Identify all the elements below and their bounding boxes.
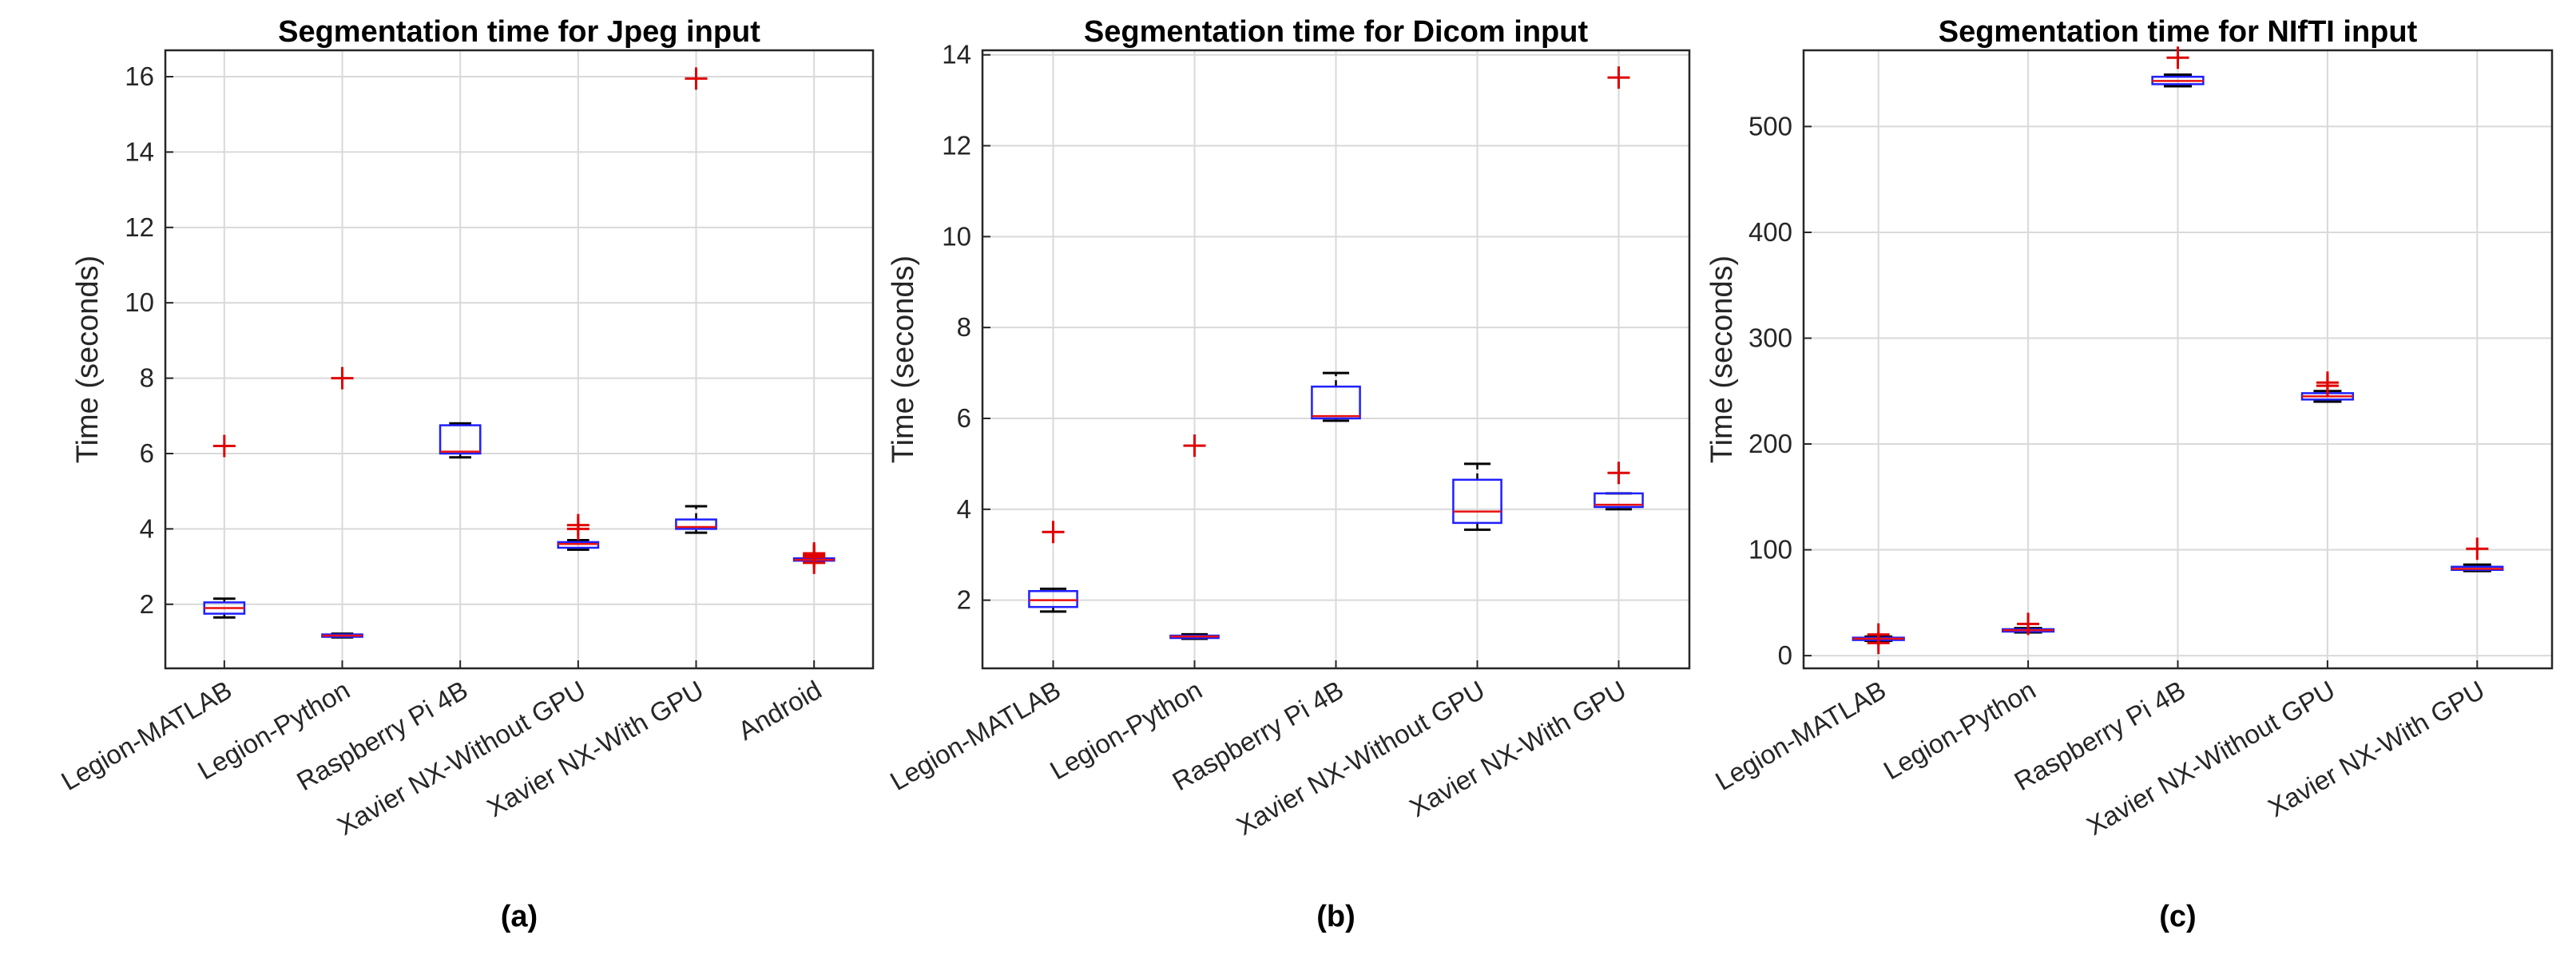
y-tick-label: 6	[140, 438, 154, 468]
y-tick-label: 12	[942, 131, 971, 160]
y-tick-label: 16	[125, 61, 154, 91]
outlier-marker	[1183, 434, 1206, 458]
x-tick-label: Legion-MATLAB	[1710, 675, 1891, 796]
box-body	[1452, 478, 1502, 525]
y-tick-label: 300	[1748, 323, 1792, 352]
outlier-marker	[2316, 374, 2339, 398]
y-tick-label: 200	[1748, 429, 1792, 458]
x-tick-label: Legion-MATLAB	[885, 675, 1066, 796]
box-1	[1852, 623, 1905, 655]
y-tick-label: 4	[140, 513, 154, 543]
outlier-marker	[2466, 537, 2489, 561]
y-tick-label: 12	[125, 212, 154, 242]
outlier-marker	[1607, 66, 1630, 89]
x-tick-label: Android	[733, 675, 827, 746]
y-axis-label: Time (seconds)	[887, 256, 920, 463]
x-tick-label: Xavier NX-With GPU	[482, 675, 708, 822]
x-tick-label: Xavier NX-Without GPU	[2082, 675, 2340, 841]
box-1	[1028, 521, 1078, 613]
y-tick-label: 500	[1748, 111, 1792, 141]
box-3	[439, 422, 482, 459]
chart-title: Segmentation time for Jpeg input	[278, 15, 760, 49]
y-tick-label: 14	[942, 40, 971, 69]
box-body	[675, 518, 717, 530]
box-body	[1594, 492, 1644, 509]
y-tick-label: 14	[125, 137, 154, 166]
y-tick-label: 6	[957, 403, 971, 433]
box-body	[1028, 590, 1078, 608]
box-4	[557, 513, 600, 551]
box-6	[792, 542, 836, 574]
box-2	[321, 367, 363, 639]
y-tick-label: 100	[1748, 535, 1792, 565]
y-tick-label: 0	[1778, 640, 1792, 670]
outlier-marker	[685, 67, 708, 90]
panel-caption: (a)	[501, 900, 538, 933]
outlier-marker	[1607, 462, 1630, 485]
chart-title: Segmentation time for NIfTI input	[1939, 15, 2418, 49]
box-5	[2451, 537, 2504, 573]
outlier-marker	[2017, 612, 2040, 636]
y-axis-label: Time (seconds)	[71, 256, 105, 463]
chart-panel-2: 2 4 6 8 10 12 14 Segmentation time for Dicom in…	[885, 15, 1691, 933]
axes-frame	[164, 49, 875, 670]
y-tick-label: 10	[125, 287, 154, 317]
y-tick-label: 10	[942, 221, 971, 251]
outlier-marker	[803, 551, 826, 574]
outlier-marker	[566, 517, 589, 541]
box-body	[1311, 385, 1361, 420]
chart-panel-1: 2 4 6 8 10 12 14 16 Segmentation time for Jpeg i…	[56, 15, 875, 933]
y-tick-label: 2	[957, 585, 971, 615]
box-5	[675, 67, 717, 534]
outlier-marker	[331, 367, 354, 390]
box-2	[2001, 612, 2055, 636]
outlier-marker	[2166, 46, 2189, 69]
chart-title: Segmentation time for Dicom input	[1084, 15, 1589, 49]
box-3	[1311, 371, 1361, 422]
box-5	[1594, 66, 1644, 511]
panel-caption: (b)	[1316, 900, 1355, 933]
y-tick-label: 8	[957, 312, 971, 342]
box-4	[2300, 371, 2355, 403]
y-tick-label: 2	[140, 589, 154, 619]
chart-panel-3: 0 100 200 300 400 500 Segmentation time for NI…	[1705, 15, 2554, 933]
outlier-marker	[1867, 632, 1890, 655]
box-1	[203, 434, 246, 619]
box-4	[1452, 462, 1502, 531]
panel-caption: (c)	[2159, 900, 2196, 933]
box-body	[439, 424, 482, 455]
y-tick-label: 8	[140, 363, 154, 393]
y-tick-label: 4	[957, 494, 971, 524]
y-tick-label: 400	[1748, 217, 1792, 247]
box-2	[1169, 434, 1220, 640]
outlier-marker	[1042, 521, 1065, 544]
box-3	[2151, 46, 2205, 88]
y-axis-label: Time (seconds)	[1705, 256, 1739, 463]
outlier-marker	[212, 434, 236, 458]
x-tick-label: Xavier NX-Without GPU	[1232, 675, 1490, 841]
